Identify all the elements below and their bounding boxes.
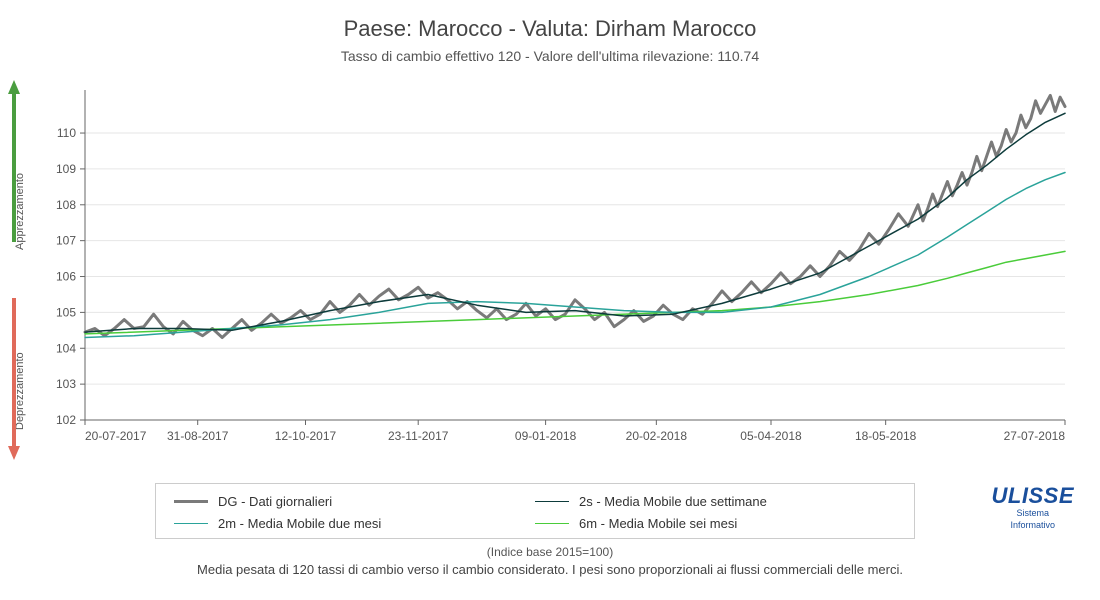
legend-item: 2s - Media Mobile due settimane xyxy=(535,490,896,512)
logo-sub2: Informativo xyxy=(992,521,1074,531)
svg-text:110: 110 xyxy=(57,126,76,140)
svg-text:104: 104 xyxy=(56,341,76,355)
svg-text:109: 109 xyxy=(56,162,76,176)
chart-plot: 102 103 104 105 106 107 108 109 110 20-07-2017 31-… xyxy=(35,80,1075,460)
footnote: Media pesata di 120 tassi di cambio vers… xyxy=(0,562,1100,577)
legend-label: 2m - Media Mobile due mesi xyxy=(218,516,381,531)
svg-text:107: 107 xyxy=(56,234,76,248)
chart-subtitle: Tasso di cambio effettivo 120 - Valore d… xyxy=(0,48,1100,64)
chart-title: Paese: Marocco - Valuta: Dirham Marocco xyxy=(0,16,1100,42)
legend-item: DG - Dati giornalieri xyxy=(174,490,535,512)
svg-text:103: 103 xyxy=(56,377,76,391)
svg-text:23-11-2017: 23-11-2017 xyxy=(388,429,449,443)
legend-label: DG - Dati giornalieri xyxy=(218,494,332,509)
svg-text:102: 102 xyxy=(56,413,76,427)
side-arrows: Apprezzamento Deprezzamento xyxy=(6,80,36,460)
svg-text:27-07-2018: 27-07-2018 xyxy=(1004,429,1066,443)
svg-text:106: 106 xyxy=(56,270,76,284)
svg-text:105: 105 xyxy=(56,305,76,319)
legend-swatch xyxy=(174,523,208,524)
arrow-down-icon xyxy=(8,446,20,460)
logo-sub1: Sistema xyxy=(992,509,1074,519)
label-apprezzamento: Apprezzamento xyxy=(14,110,26,250)
svg-text:31-08-2017: 31-08-2017 xyxy=(167,429,229,443)
svg-text:05-04-2018: 05-04-2018 xyxy=(740,429,802,443)
legend: DG - Dati giornalieri 2s - Media Mobile d… xyxy=(155,483,915,539)
legend-label: 2s - Media Mobile due settimane xyxy=(579,494,767,509)
chart-svg: 102 103 104 105 106 107 108 109 110 20-07-2017 31-… xyxy=(35,80,1075,460)
svg-text:20-02-2018: 20-02-2018 xyxy=(626,429,688,443)
index-base-note: (Indice base 2015=100) xyxy=(0,545,1100,559)
chart-container: Paese: Marocco - Valuta: Dirham Marocco … xyxy=(0,0,1100,600)
svg-text:108: 108 xyxy=(56,198,76,212)
svg-text:12-10-2017: 12-10-2017 xyxy=(275,429,337,443)
legend-swatch xyxy=(174,500,208,503)
svg-text:20-07-2017: 20-07-2017 xyxy=(85,429,147,443)
logo: ULISSE Sistema Informativo xyxy=(992,485,1074,531)
arrow-down-stem xyxy=(12,298,16,448)
legend-swatch xyxy=(535,501,569,502)
legend-swatch xyxy=(535,523,569,524)
svg-text:09-01-2018: 09-01-2018 xyxy=(515,429,577,443)
legend-item: 6m - Media Mobile sei mesi xyxy=(535,512,896,534)
legend-label: 6m - Media Mobile sei mesi xyxy=(579,516,737,531)
svg-text:18-05-2018: 18-05-2018 xyxy=(855,429,917,443)
legend-item: 2m - Media Mobile due mesi xyxy=(174,512,535,534)
logo-main: ULISSE xyxy=(992,485,1074,507)
